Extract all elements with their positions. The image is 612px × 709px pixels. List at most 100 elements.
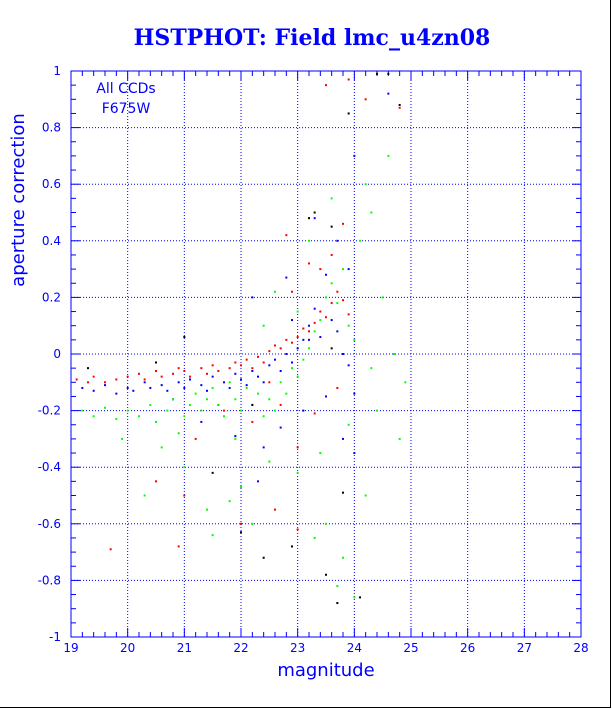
data-point-green <box>223 415 225 418</box>
data-point-green <box>370 211 373 214</box>
data-point-green <box>325 522 327 525</box>
data-point-red <box>319 310 322 313</box>
data-point-green <box>319 452 322 455</box>
data-point-blue <box>132 389 135 392</box>
data-point-red <box>364 98 367 101</box>
data-point-green <box>189 403 191 406</box>
data-point-green <box>262 324 265 327</box>
data-point-green <box>347 423 350 426</box>
data-point-black <box>183 336 186 339</box>
data-point-black <box>398 103 401 106</box>
x-tick-label: 25 <box>403 641 418 655</box>
annotation-filter: F675W <box>102 101 151 117</box>
data-point-green <box>353 596 356 599</box>
data-point-green <box>228 500 231 503</box>
data-points <box>75 72 407 605</box>
data-point-blue <box>200 384 203 387</box>
data-point-red <box>313 412 316 415</box>
data-point-green <box>330 197 333 200</box>
data-point-red <box>211 364 214 367</box>
data-point-red <box>240 522 242 525</box>
data-point-green <box>308 347 310 350</box>
data-point-black <box>325 573 327 576</box>
data-point-blue <box>206 389 208 392</box>
data-point-red <box>325 316 327 319</box>
x-tick-label: 19 <box>63 641 78 655</box>
data-point-black <box>330 225 333 228</box>
data-point-blue <box>245 384 248 387</box>
data-point-green <box>262 415 265 418</box>
data-point-blue <box>268 364 271 367</box>
data-point-green <box>211 534 214 537</box>
data-point-red <box>228 367 231 370</box>
annotation-ccds: All CCDs <box>96 81 155 97</box>
data-point-red <box>274 344 276 347</box>
data-point-black <box>387 72 390 75</box>
data-point-black <box>211 471 214 474</box>
data-point-blue <box>291 361 293 364</box>
data-point-red <box>285 234 288 237</box>
data-point-red <box>285 338 288 341</box>
data-point-red <box>302 327 305 330</box>
data-point-green <box>166 409 169 412</box>
data-point-green <box>268 460 271 463</box>
data-point-red <box>342 222 344 225</box>
data-point-blue <box>285 276 288 279</box>
data-point-blue <box>285 353 288 355</box>
data-point-green <box>313 330 316 333</box>
data-point-red <box>109 548 112 551</box>
x-tick-label: 23 <box>290 641 305 655</box>
y-tick-label: -0.2 <box>38 404 61 418</box>
data-point-green <box>245 386 248 389</box>
data-point-green <box>342 268 344 271</box>
data-point-black <box>342 491 344 494</box>
y-tick-label: 0.8 <box>42 121 61 135</box>
data-point-green <box>211 386 214 389</box>
data-point-green <box>398 437 401 440</box>
data-point-red <box>296 336 299 339</box>
data-point-red <box>217 369 220 372</box>
data-point-blue <box>302 338 305 341</box>
data-point-red <box>325 84 327 87</box>
data-point-red <box>342 299 344 302</box>
data-point-red <box>398 106 401 109</box>
x-tick-label: 22 <box>233 641 248 655</box>
data-point-green <box>160 446 163 449</box>
data-point-blue <box>211 375 214 378</box>
data-point-green <box>138 415 140 418</box>
data-point-blue <box>104 384 106 387</box>
data-point-blue <box>342 437 344 440</box>
data-point-blue <box>240 378 242 381</box>
data-point-green <box>206 398 208 401</box>
data-point-blue <box>177 381 180 384</box>
data-point-red <box>319 268 322 271</box>
data-point-black <box>87 367 89 370</box>
data-point-blue <box>342 353 344 355</box>
data-point-green <box>393 353 395 355</box>
data-point-green <box>359 239 361 242</box>
y-tick-label: 0 <box>53 347 61 361</box>
data-point-blue <box>336 330 339 333</box>
data-point-red <box>291 341 293 344</box>
data-point-green <box>274 290 276 293</box>
data-point-green <box>268 398 271 401</box>
data-point-blue <box>353 392 356 395</box>
data-point-red <box>87 381 89 384</box>
data-point-black <box>330 347 333 350</box>
x-tick-label: 24 <box>347 641 362 655</box>
data-point-green <box>342 556 344 559</box>
data-point-blue <box>251 369 254 372</box>
data-point-red <box>336 386 339 389</box>
data-point-green <box>291 367 293 370</box>
data-point-black <box>336 602 339 605</box>
data-point-red <box>172 372 174 375</box>
data-point-green <box>296 310 299 313</box>
data-point-green <box>240 486 242 489</box>
data-point-red <box>155 480 157 483</box>
data-point-green <box>336 302 339 305</box>
data-point-green <box>279 381 282 384</box>
data-point-green <box>302 358 305 361</box>
data-point-black <box>359 596 361 599</box>
x-tick-label: 27 <box>517 641 532 655</box>
data-point-blue <box>257 480 259 483</box>
